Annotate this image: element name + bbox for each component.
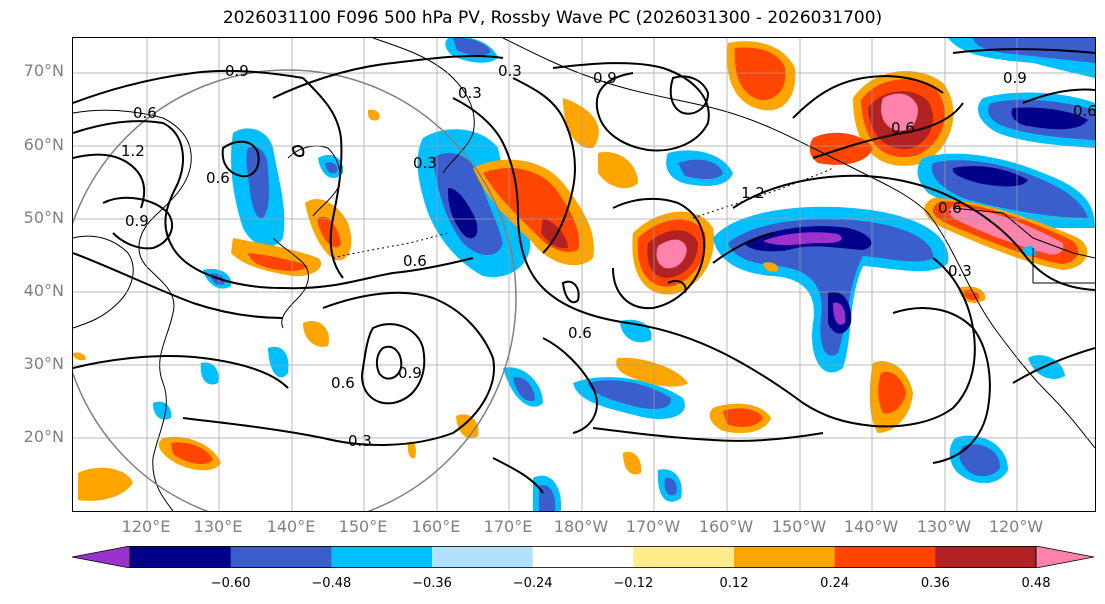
colorbar-swatch: [734, 546, 836, 568]
contour-label: 0.3: [348, 432, 372, 450]
colorbar-tick-label: −0.12: [613, 576, 654, 591]
lat-label-60: 60°N: [23, 135, 64, 154]
colorbar-swatch: [331, 546, 433, 568]
colorbar-swatch: [432, 546, 534, 568]
lon-label-150e: 150°E: [338, 517, 388, 536]
map-canvas: 0.9 0.6 1.2 0.9 0.6 0.6 0.3 0.3 0.9 0.6 …: [73, 38, 1095, 511]
colorbar-tick-label: −0.24: [512, 576, 553, 591]
colorbar-tick-label: −0.36: [412, 576, 452, 591]
contour-label: 0.6: [568, 324, 592, 342]
positive-anomaly-japan-core: [248, 253, 308, 271]
lon-label-160e: 160°E: [411, 517, 461, 536]
lon-label-170w: 170°W: [625, 517, 681, 536]
contour-label: 0.9: [225, 62, 249, 80]
lon-label-130e: 130°E: [193, 517, 243, 536]
contour-label: 0.6: [133, 104, 157, 122]
lat-label-30: 30°N: [23, 354, 64, 373]
lon-label-120e: 120°E: [121, 517, 171, 536]
colorbar-tick-label: 0.36: [920, 576, 950, 591]
colorbar-tick-label: −0.48: [311, 576, 352, 591]
colorbar-swatch: [230, 546, 332, 568]
contour-label: 0.6: [331, 374, 355, 392]
lon-label-160w: 160°W: [698, 517, 754, 536]
contour-label: 0.9: [398, 364, 422, 382]
lon-label-120w: 120°W: [988, 517, 1044, 536]
contour-label: 0.9: [125, 212, 149, 230]
lat-label-50: 50°N: [23, 208, 64, 227]
map-title: 2026031100 F096 500 hPa PV, Rossby Wave …: [222, 8, 883, 28]
colorbar-extend-min: [72, 546, 131, 568]
coastlines: [73, 38, 1095, 511]
lon-label-150w: 150°W: [771, 517, 827, 536]
lat-label-40: 40°N: [23, 281, 64, 300]
contour-label: 0.3: [498, 62, 522, 80]
colorbar: [72, 546, 1094, 568]
contour-label: 0.6: [938, 199, 962, 217]
contour-label: 0.9: [593, 69, 617, 87]
lon-label-130w: 130°W: [916, 517, 972, 536]
colorbar-swatch: [935, 546, 1037, 568]
colorbar-swatch: [532, 546, 634, 568]
positive-anomaly-small-1: [303, 320, 329, 347]
lon-label-140e: 140°E: [266, 517, 316, 536]
colorbar-tick-label: 0.24: [820, 576, 850, 591]
lon-label-140w: 140°W: [843, 517, 899, 536]
colorbar-extend-max: [1035, 546, 1094, 568]
contour-label: 0.9: [1003, 69, 1027, 87]
contour-label: 0.3: [458, 84, 482, 102]
contour-label: 1.2: [121, 142, 145, 160]
reference-circle: [73, 69, 517, 511]
contour-label: 0.6: [891, 119, 915, 137]
colorbar-swatch: [834, 546, 936, 568]
contour-label: 0.3: [413, 154, 437, 172]
lat-label-20: 20°N: [23, 427, 64, 446]
colorbar-tick-label: −0.60: [210, 576, 251, 591]
colorbar-swatch: [130, 546, 232, 568]
contour-label: 0.6: [403, 252, 427, 270]
lat-label-70: 70°N: [23, 61, 64, 80]
colorbar-tick-label: 0.48: [1021, 576, 1051, 591]
pv-anomaly-fills: [73, 38, 1095, 511]
colorbar-swatch: [633, 546, 735, 568]
map-panel: 0.9 0.6 1.2 0.9 0.6 0.6 0.3 0.3 0.9 0.6 …: [72, 37, 1096, 512]
contour-labels: 0.9 0.6 1.2 0.9 0.6 0.6 0.3 0.3 0.9 0.6 …: [121, 62, 1095, 450]
graticule: [73, 38, 1095, 511]
pv-contours: [73, 48, 1095, 494]
positive-anomaly-north: [563, 98, 599, 149]
contour-label: 0.3: [948, 262, 972, 280]
colorbar-frame: [129, 546, 1037, 568]
lon-label-180w: 180°W: [553, 517, 609, 536]
contour-label: 1.2: [741, 184, 765, 202]
contour-label: 0.6: [206, 169, 230, 187]
contour-label: 0.6: [1073, 102, 1095, 120]
colorbar-tick-label: 0.12: [719, 576, 749, 591]
lon-label-170e: 170°E: [483, 517, 533, 536]
negative-anomaly-west-core: [246, 146, 269, 219]
